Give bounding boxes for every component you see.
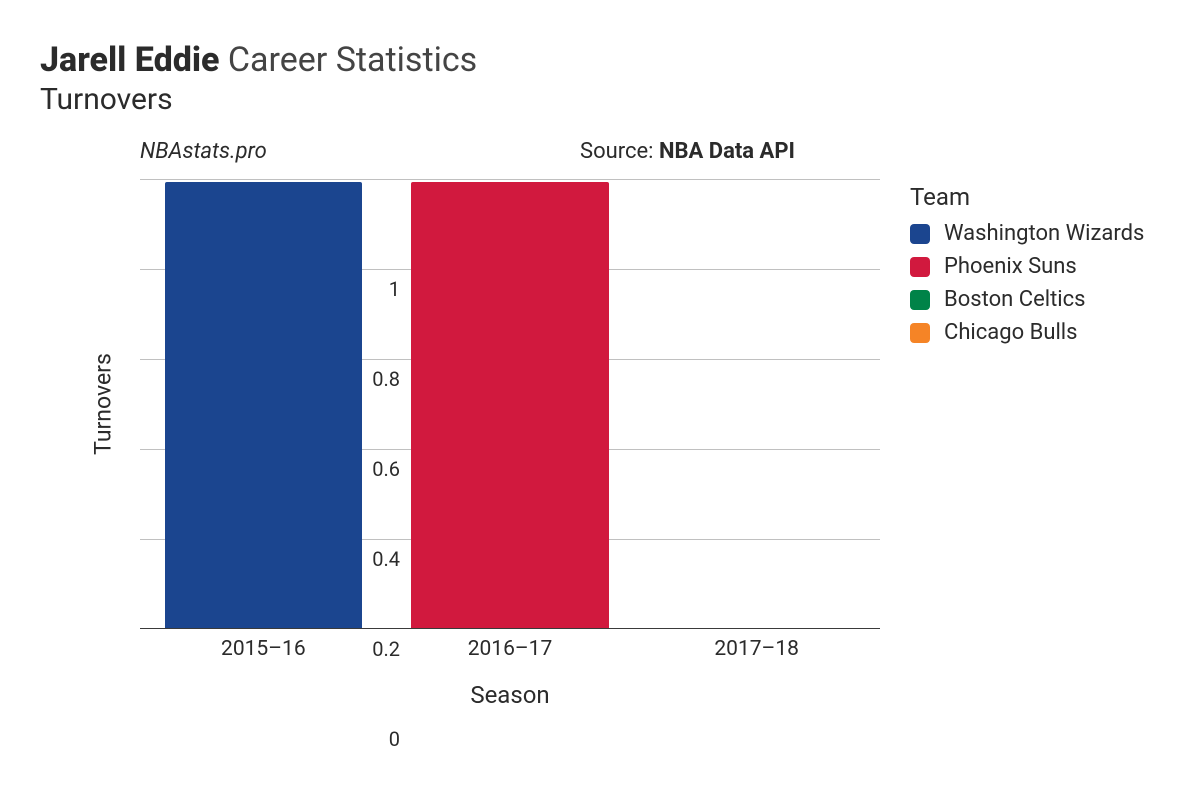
legend-item: Chicago Bulls bbox=[910, 320, 1144, 345]
y-axis-label: Turnovers bbox=[89, 353, 116, 455]
x-tick-label: 2016–17 bbox=[468, 637, 553, 661]
site-credit: NBAstats.pro bbox=[140, 139, 267, 164]
page-title: Jarell Eddie Career Statistics bbox=[40, 40, 1160, 80]
y-tick-label: 1 bbox=[389, 277, 408, 301]
bar bbox=[165, 182, 362, 628]
x-tick-label: 2017–18 bbox=[714, 637, 799, 661]
y-tick-label: 0.8 bbox=[372, 367, 408, 391]
plot-area bbox=[140, 179, 880, 629]
legend-swatch bbox=[910, 290, 930, 310]
bar bbox=[411, 182, 608, 628]
y-tick-label: 0.4 bbox=[372, 547, 408, 571]
legend-title: Team bbox=[910, 183, 1144, 211]
source-name: NBA Data API bbox=[659, 139, 795, 164]
legend-item: Phoenix Suns bbox=[910, 254, 1144, 279]
player-name: Jarell Eddie bbox=[40, 40, 219, 80]
y-tick-label: 0 bbox=[389, 727, 408, 751]
y-tick-label: 0.6 bbox=[372, 457, 408, 481]
legend-swatch bbox=[910, 323, 930, 343]
gridline bbox=[140, 179, 880, 180]
chart-container: Jarell Eddie Career Statistics Turnovers… bbox=[0, 0, 1200, 800]
legend-swatch bbox=[910, 257, 930, 277]
legend-label: Washington Wizards bbox=[944, 221, 1144, 246]
legend-item: Boston Celtics bbox=[910, 287, 1144, 312]
legend-item: Washington Wizards bbox=[910, 221, 1144, 246]
legend-label: Chicago Bulls bbox=[944, 320, 1078, 345]
legend-label: Phoenix Suns bbox=[944, 254, 1077, 279]
y-tick-label: 0.2 bbox=[372, 637, 408, 661]
chart-row: Turnovers Season Team Washington Wizards… bbox=[40, 179, 1160, 739]
title-suffix: Career Statistics bbox=[219, 40, 477, 80]
source-prefix: Source: bbox=[580, 139, 659, 164]
source-credit: Source: NBA Data API bbox=[580, 139, 795, 164]
legend: Team Washington Wizards Phoenix Suns Bosto… bbox=[910, 183, 1144, 353]
legend-label: Boston Celtics bbox=[944, 287, 1086, 312]
legend-swatch bbox=[910, 224, 930, 244]
chart-subtitle: Turnovers bbox=[40, 82, 1160, 117]
meta-row: NBAstats.pro Source: NBA Data API bbox=[40, 139, 1160, 173]
x-tick-label: 2015–16 bbox=[221, 637, 306, 661]
x-axis-label: Season bbox=[140, 681, 880, 709]
